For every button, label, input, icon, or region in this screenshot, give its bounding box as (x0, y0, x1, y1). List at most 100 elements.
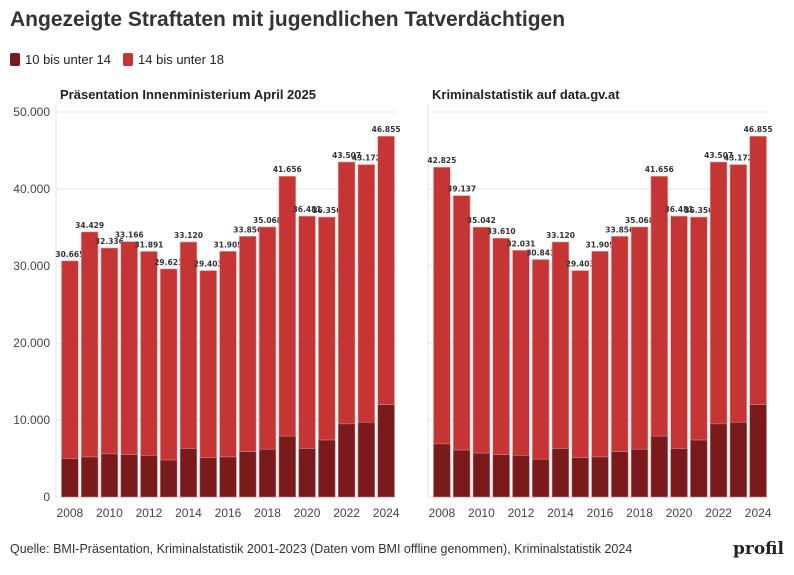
bar-total-label: 43.507 (332, 151, 361, 160)
bar-total-label: 32.031 (506, 239, 535, 248)
y-tick-label: 10.000 (13, 413, 50, 427)
bar-total-label: 39.137 (447, 185, 476, 194)
bar-14-bis-18 (357, 164, 376, 423)
bar-total-label: 34.429 (75, 221, 104, 230)
bar-10-bis-14 (120, 454, 138, 498)
bar-10-bis-14 (630, 448, 649, 498)
bar-total-label: 36.481 (665, 205, 694, 214)
bar-14-bis-18 (472, 226, 491, 454)
bar-10-bis-14 (357, 422, 376, 498)
bar-total-label: 33.610 (487, 227, 516, 236)
bar-14-bis-18 (611, 236, 629, 452)
bar-10-bis-14 (239, 451, 257, 498)
bar-total-label: 35.068 (253, 216, 282, 225)
bar-total-label: 41.656 (273, 165, 302, 174)
bar-10-bis-14 (729, 422, 748, 498)
bar-10-bis-14 (219, 456, 237, 498)
x-tick-label: 2008 (57, 506, 84, 520)
bar-14-bis-18 (650, 175, 668, 437)
x-tick-label: 2020 (294, 506, 321, 520)
y-tick-label: 0 (43, 490, 50, 504)
bar-14-bis-18 (670, 215, 688, 449)
bar-10-bis-14 (100, 453, 119, 498)
chart-title: Angezeigte Straftaten mit jugendlichen T… (10, 8, 566, 31)
bar-total-label: 35.068 (625, 216, 654, 225)
bar-14-bis-18 (239, 236, 257, 452)
x-tick-label: 2024 (373, 506, 400, 520)
panel-title: Kriminalstatistik auf data.gv.at (432, 87, 620, 102)
bar-10-bis-14 (571, 457, 589, 498)
bar-10-bis-14 (709, 423, 728, 498)
legend-item-14-18: 14 bis unter 18 (123, 52, 224, 67)
bar-total-label: 46.855 (372, 125, 401, 134)
bar-14-bis-18 (298, 215, 316, 449)
bar-10-bis-14 (690, 439, 708, 498)
x-tick-label: 2022 (705, 506, 732, 520)
bar-10-bis-14 (749, 404, 767, 498)
bar-total-label: 32.336 (95, 237, 124, 246)
x-tick-label: 2012 (136, 506, 163, 520)
bar-total-label: 33.856 (233, 225, 262, 234)
bar-14-bis-18 (278, 175, 296, 437)
y-tick-label: 30.000 (13, 259, 50, 273)
bar-14-bis-18 (690, 216, 708, 441)
bar-14-bis-18 (160, 268, 178, 461)
bar-14-bis-18 (219, 251, 237, 458)
bar-total-label: 33.120 (174, 231, 203, 240)
x-tick-label: 2014 (175, 506, 202, 520)
x-tick-label: 2018 (254, 506, 281, 520)
x-tick-label: 2010 (468, 506, 495, 520)
bar-10-bis-14 (452, 449, 471, 498)
bar-total-label: 43.507 (704, 151, 733, 160)
bar-total-label: 46.855 (744, 125, 773, 134)
bar-14-bis-18 (492, 237, 510, 455)
bar-10-bis-14 (160, 459, 178, 498)
x-tick-label: 2008 (429, 506, 456, 520)
bar-10-bis-14 (611, 451, 629, 498)
bar-total-label: 30.843 (526, 249, 555, 258)
bar-14-bis-18 (551, 241, 570, 449)
bar-14-bis-18 (452, 195, 471, 451)
x-tick-label: 2018 (626, 506, 653, 520)
bar-total-label: 42.825 (427, 156, 456, 165)
bar-10-bis-14 (80, 456, 99, 498)
bar-10-bis-14 (551, 448, 570, 498)
bar-14-bis-18 (318, 216, 336, 441)
bar-14-bis-18 (749, 135, 767, 405)
bar-total-label: 41.656 (645, 165, 674, 174)
bar-10-bis-14 (278, 435, 296, 498)
bar-total-label: 33.856 (605, 225, 634, 234)
bar-10-bis-14 (337, 423, 356, 498)
bar-total-label: 33.166 (115, 231, 144, 240)
y-tick-label: 50.000 (13, 105, 50, 119)
bar-14-bis-18 (377, 135, 395, 405)
bar-14-bis-18 (433, 166, 451, 445)
bar-14-bis-18 (258, 226, 277, 450)
legend-item-10-14: 10 bis unter 14 (10, 52, 111, 67)
bar-total-label: 29.621 (154, 258, 183, 267)
bar-10-bis-14 (140, 455, 158, 498)
bar-14-bis-18 (61, 260, 79, 459)
bar-14-bis-18 (591, 251, 609, 458)
x-tick-label: 2022 (333, 506, 360, 520)
legend-swatch (123, 53, 134, 66)
panel-title: Präsentation Innenministerium April 2025 (60, 87, 316, 102)
bar-14-bis-18 (80, 231, 99, 458)
x-tick-label: 2016 (215, 506, 242, 520)
x-tick-label: 2014 (547, 506, 574, 520)
bar-14-bis-18 (532, 259, 550, 460)
bar-total-label: 30.665 (55, 250, 84, 259)
bar-10-bis-14 (61, 458, 79, 498)
bar-14-bis-18 (709, 161, 728, 425)
bar-14-bis-18 (729, 164, 748, 423)
bar-total-label: 29.403 (194, 260, 223, 269)
bar-14-bis-18 (512, 250, 530, 456)
bar-10-bis-14 (591, 456, 609, 498)
bar-total-label: 31.905 (586, 240, 615, 249)
legend-label: 10 bis unter 14 (25, 52, 112, 67)
bar-10-bis-14 (532, 458, 550, 498)
bar-10-bis-14 (179, 448, 198, 498)
bar-14-bis-18 (337, 161, 356, 425)
bar-total-label: 31.905 (214, 240, 243, 249)
legend-label: 14 bis unter 18 (138, 52, 225, 67)
